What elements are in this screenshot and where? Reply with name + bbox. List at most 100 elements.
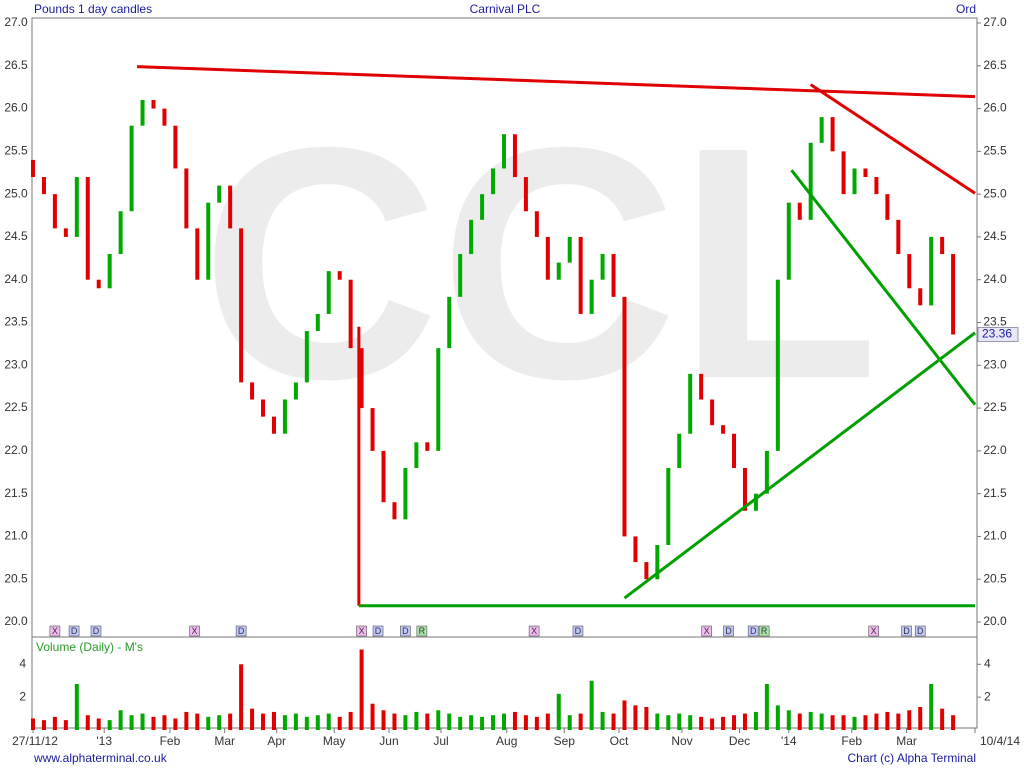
- y-tick-label: 25.5: [4, 144, 28, 158]
- candle: [151, 100, 156, 109]
- volume-bar: [732, 715, 737, 730]
- x-tick-label: Apr: [267, 734, 286, 748]
- volume-bar: [261, 713, 266, 730]
- candle: [545, 236, 550, 280]
- y-tick-label: 26.0: [4, 101, 28, 115]
- volume-bar: [830, 715, 835, 730]
- candle: [52, 194, 57, 229]
- volume-title: Volume (Daily) - M's: [36, 640, 143, 654]
- candle: [337, 271, 342, 280]
- volume-bar: [31, 718, 35, 730]
- candle: [162, 108, 167, 126]
- event-marker: [416, 625, 428, 637]
- event-marker: [701, 625, 712, 637]
- candle: [896, 219, 901, 255]
- candle: [775, 279, 780, 451]
- candle: [228, 185, 233, 229]
- event-label: R: [761, 626, 768, 636]
- volume-bar: [611, 713, 616, 730]
- candle: [491, 168, 496, 195]
- volume-bar: [622, 700, 627, 730]
- subtitle: Pounds 1 day candles: [34, 2, 152, 16]
- candle: [819, 117, 824, 143]
- x-tick-label: Feb: [841, 734, 862, 748]
- volume-bar: [162, 715, 167, 730]
- volume-bar: [677, 713, 682, 730]
- candle: [710, 399, 715, 426]
- event-label: X: [192, 626, 198, 636]
- x-tick-label: Dec: [729, 734, 750, 748]
- volume-bar: [523, 715, 528, 730]
- volume-bar: [293, 713, 298, 730]
- candle: [458, 254, 463, 297]
- candle: [666, 467, 671, 545]
- volume-tick-label: 4: [19, 656, 26, 670]
- event-marker: [68, 625, 80, 637]
- volume-tick-label: 2: [19, 689, 26, 703]
- volume-bar: [545, 713, 550, 730]
- candle: [863, 168, 868, 178]
- candle: [644, 562, 649, 580]
- trend-line: [809, 83, 976, 195]
- candle: [315, 313, 320, 332]
- y-tick-label: 25.0: [4, 186, 28, 200]
- volume-bar: [140, 713, 145, 730]
- chart-title: Carnival PLC: [470, 2, 541, 16]
- volume-bar: [907, 710, 912, 730]
- event-marker: [723, 625, 734, 637]
- x-tick-label: Mar: [214, 734, 235, 748]
- x-tick-label: Jun: [379, 734, 398, 748]
- volume-bar: [699, 716, 704, 730]
- y-tick-label-right: 27.0: [983, 15, 1007, 29]
- volume-bar: [447, 713, 452, 730]
- volume-bar: [644, 707, 649, 730]
- x-tick-label: 10/4/14: [980, 734, 1020, 748]
- y-tick-label-right: 26.0: [983, 101, 1007, 115]
- volume-bar: [52, 716, 57, 730]
- footer-right: Chart (c) Alpha Terminal: [848, 751, 977, 765]
- event-marker: [901, 625, 912, 637]
- candle: [742, 467, 747, 511]
- volume-bar: [74, 684, 79, 730]
- y-tick-label-right: 25.5: [983, 144, 1007, 158]
- volume-bar: [753, 711, 758, 730]
- volume-bar: [567, 715, 572, 730]
- candle: [436, 348, 441, 451]
- volume-bar: [819, 713, 824, 730]
- volume-bar: [129, 715, 134, 730]
- volume-bar: [458, 716, 463, 730]
- candle: [951, 254, 956, 335]
- volume-bar: [556, 693, 561, 730]
- candle: [797, 202, 802, 220]
- candle: [732, 433, 737, 468]
- candle: [239, 228, 244, 383]
- x-tick-label: '14: [781, 734, 797, 748]
- event-label: X: [531, 626, 537, 636]
- volume-bar: [217, 715, 222, 730]
- candle: [118, 211, 123, 255]
- y-tick-label-right: 21.5: [983, 486, 1007, 500]
- candle: [512, 134, 517, 178]
- volume-bar: [918, 707, 923, 730]
- trend-line: [137, 65, 976, 99]
- x-tick-label: May: [323, 734, 346, 748]
- candle: [250, 382, 255, 400]
- volume-bar: [326, 713, 331, 730]
- volume-bar: [480, 716, 485, 730]
- candle: [348, 279, 353, 349]
- candle: [195, 228, 200, 280]
- volume-bar: [951, 715, 956, 730]
- candle: [140, 100, 145, 126]
- candle: [480, 194, 485, 220]
- event-label: D: [402, 626, 409, 636]
- candle: [808, 142, 813, 220]
- volume-bar: [206, 716, 211, 730]
- volume-bar: [808, 711, 813, 730]
- volume-bar: [534, 716, 539, 730]
- candle: [918, 288, 923, 306]
- y-tick-label: 21.0: [4, 529, 28, 543]
- event-label: D: [71, 626, 78, 636]
- volume-bar: [282, 715, 287, 730]
- volume-bar: [392, 713, 397, 730]
